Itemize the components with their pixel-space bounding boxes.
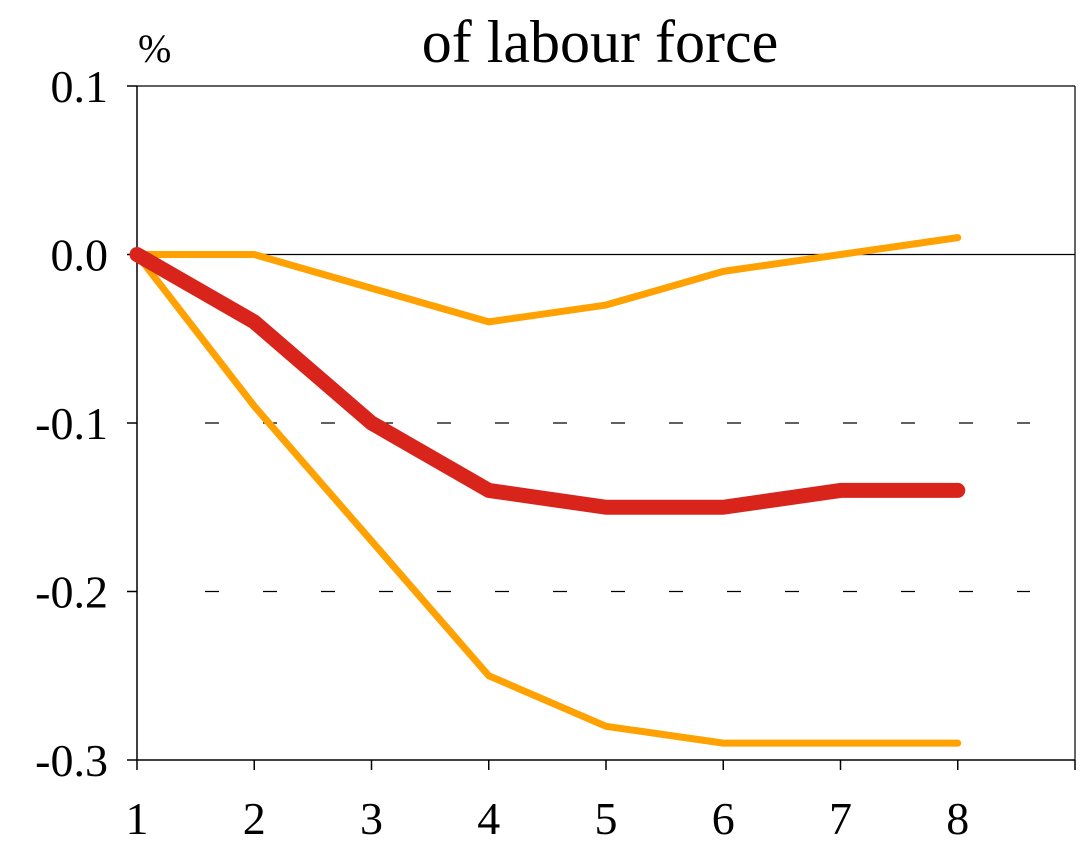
series-line-central [129, 247, 966, 515]
series-group [129, 234, 966, 747]
x-tick-label: 8 [946, 793, 969, 844]
y-axis-unit-label: % [138, 26, 171, 71]
x-tick-label: 4 [477, 793, 500, 844]
y-tick-label: 0.0 [51, 230, 109, 281]
x-tick-label: 2 [243, 793, 266, 844]
x-tick-label: 5 [595, 793, 618, 844]
x-tick-label: 1 [126, 793, 149, 844]
series-line-band [133, 234, 962, 326]
axis-ticks: 0.1 0.0 -0.1 -0.2 -0.3 1 2 3 4 5 6 7 8 [35, 61, 1076, 844]
y-tick-label: -0.1 [35, 398, 108, 449]
y-tick-label: 0.1 [51, 61, 109, 112]
x-tick-label: 6 [712, 793, 735, 844]
axes [136, 85, 1076, 761]
x-tick-label: 7 [829, 793, 852, 844]
chart-title: of labour force [422, 9, 778, 75]
y-tick-label: -0.3 [35, 735, 108, 786]
y-tick-label: -0.2 [35, 567, 108, 618]
series-line-band [133, 251, 962, 747]
x-tick-label: 3 [360, 793, 383, 844]
grid [205, 422, 1030, 593]
